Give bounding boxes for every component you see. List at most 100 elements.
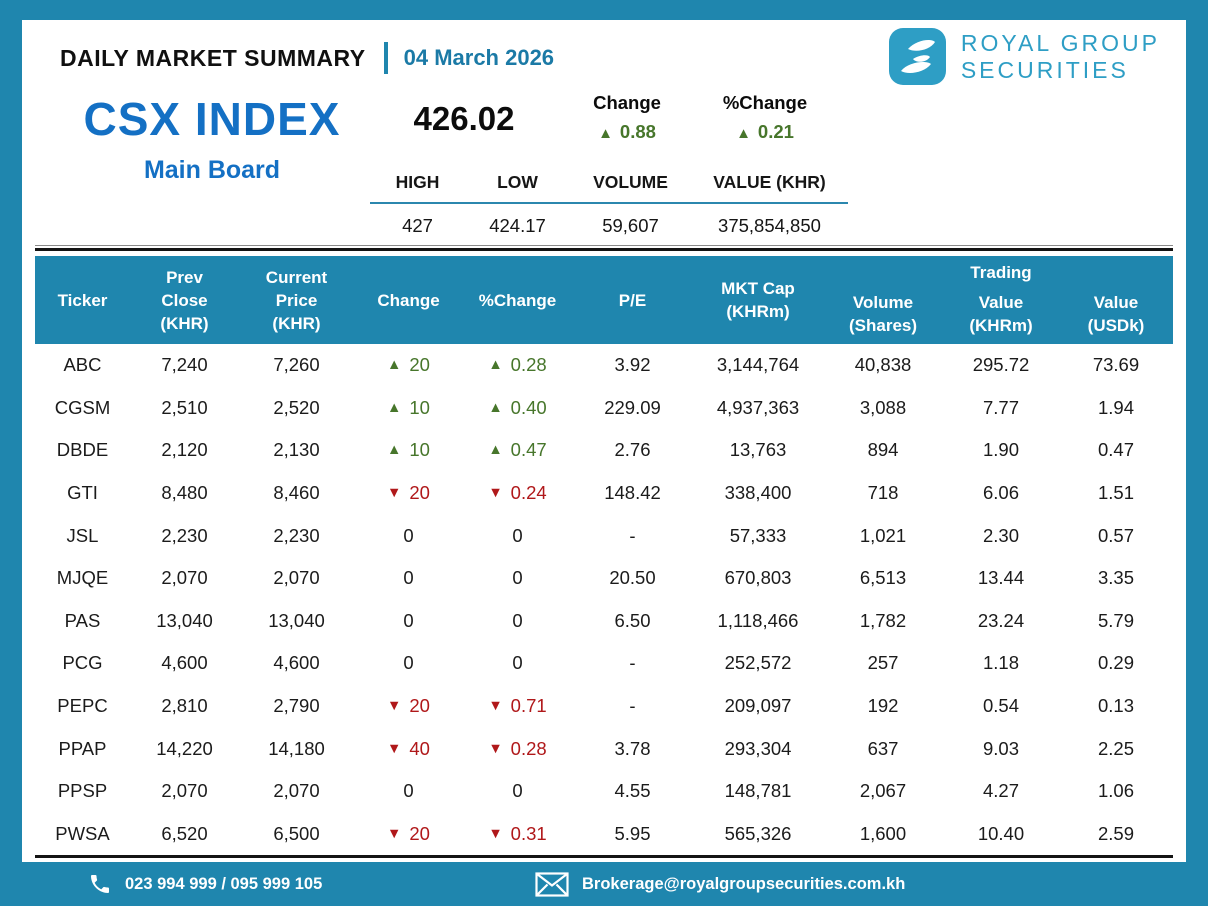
pct-change-number: 0.21 bbox=[757, 121, 794, 142]
pe-cell: 6.50 bbox=[614, 609, 651, 631]
column-header-current_price: Current Price (KHR) bbox=[239, 256, 354, 344]
column-header-line: (KHRm) bbox=[726, 302, 790, 321]
current-price-cell: 2,070 bbox=[273, 567, 320, 589]
high-header: HIGH bbox=[395, 172, 440, 192]
report-title: DAILY MARKET SUMMARY bbox=[60, 44, 366, 71]
change-cell: 0 bbox=[354, 557, 463, 600]
pe-cell: - bbox=[629, 524, 636, 546]
prev-close-cell: 2,510 bbox=[161, 396, 208, 418]
phone-contact: 023 994 999 / 095 999 105 bbox=[88, 862, 322, 906]
current-price-cell: 2,130 bbox=[273, 439, 320, 461]
value-usdk-cell: 1.51 bbox=[1097, 482, 1134, 504]
ticker-cell: JSL bbox=[66, 524, 99, 546]
trading-value-khrm-cell: 0.54 bbox=[982, 695, 1019, 717]
pct-change-cell: 0 bbox=[463, 600, 572, 643]
pe-cell: 148.42 bbox=[604, 482, 661, 504]
report-date: 04 March 2026 bbox=[403, 45, 555, 70]
volume-cell: 1,782 bbox=[859, 609, 907, 631]
table-header: Ticker Prev Close (KHR) Current Price (KHR) Cha… bbox=[35, 256, 1173, 344]
change-number: 0.28 bbox=[510, 737, 547, 759]
ticker-cell: ABC bbox=[63, 354, 102, 376]
mkt-cap-cell: 1,118,466 bbox=[717, 609, 799, 631]
current-price-cell: 8,460 bbox=[273, 482, 320, 504]
pct-change-label: %Change bbox=[722, 92, 808, 113]
trading-value-khrm-cell: 23.24 bbox=[977, 609, 1025, 631]
volume-cell: 894 bbox=[867, 439, 899, 461]
column-header-line: P/E bbox=[618, 290, 647, 310]
brand-line2: SECURITIES bbox=[960, 56, 1129, 83]
change-label: Change bbox=[593, 92, 661, 113]
section-separator bbox=[35, 245, 1173, 251]
ticker-cell: PPSP bbox=[57, 780, 108, 802]
change-number: 0.28 bbox=[510, 354, 547, 376]
mkt-cap-cell: 3,144,764 bbox=[716, 354, 800, 376]
volume-cell: 1,021 bbox=[859, 524, 907, 546]
value-usdk-cell: 1.06 bbox=[1097, 780, 1134, 802]
value-khr-header: VALUE (KHR) bbox=[713, 172, 826, 192]
trading-value-khrm-cell: 10.40 bbox=[977, 822, 1025, 844]
pct-change-cell: 0 bbox=[463, 557, 572, 600]
change-number: 0 bbox=[512, 780, 523, 802]
change-cell: ▼ 20 bbox=[354, 472, 463, 515]
column-header-line: %Change bbox=[478, 290, 557, 310]
change-number: 20 bbox=[409, 695, 430, 717]
trading-value-khrm-cell: 6.06 bbox=[982, 482, 1019, 504]
change-number: 0.71 bbox=[510, 695, 547, 717]
value-usdk-cell: 0.57 bbox=[1097, 524, 1134, 546]
column-header-prev_close: Prev Close (KHR) bbox=[130, 256, 239, 344]
column-header-trading_value_khrm: Trading Value (KHRm) bbox=[943, 256, 1059, 344]
up-triangle-icon: ▲ bbox=[488, 399, 503, 416]
email-icon bbox=[535, 871, 569, 897]
column-header-line: Trading bbox=[970, 263, 1032, 282]
pe-cell: 3.78 bbox=[614, 737, 651, 759]
change-number: 40 bbox=[409, 737, 430, 759]
low-value: 424.17 bbox=[489, 215, 546, 236]
volume-cell: 3,088 bbox=[859, 396, 907, 418]
volume-cell: 718 bbox=[867, 482, 899, 504]
email-contact[interactable]: Brokerage@royalgroupsecurities.com.kh bbox=[535, 862, 905, 906]
change-number: 0 bbox=[512, 524, 523, 546]
change-number: 0 bbox=[512, 652, 523, 674]
main-board-label: Main Board bbox=[143, 156, 281, 184]
email-address: Brokerage@royalgroupsecurities.com.kh bbox=[582, 874, 906, 893]
mkt-cap-cell: 338,400 bbox=[724, 482, 792, 504]
table-row: ABC 7,240 7,260 ▲ 20 ▲ 0.28 3.92 3,144,764 40,838… bbox=[35, 344, 1173, 387]
column-header-line: Change bbox=[377, 290, 440, 310]
index-name: CSX INDEX bbox=[83, 93, 341, 145]
volume-cell: 6,513 bbox=[859, 567, 907, 589]
column-header-pct_change: %Change bbox=[463, 256, 572, 344]
change-number: 0.24 bbox=[510, 482, 547, 504]
high-value: 427 bbox=[402, 215, 433, 236]
volume-cell: 2,067 bbox=[859, 780, 907, 802]
column-header-line: Value bbox=[978, 293, 1024, 312]
column-header-line: (Shares) bbox=[848, 316, 918, 335]
mkt-cap-cell: 252,572 bbox=[724, 652, 792, 674]
change-number: 0.40 bbox=[510, 396, 547, 418]
volume-cell: 637 bbox=[867, 737, 899, 759]
change-number: 0 bbox=[512, 609, 523, 631]
change-number: 0.88 bbox=[619, 121, 656, 142]
ticker-cell: PEPC bbox=[57, 695, 108, 717]
column-header-volume: Volume (Shares) bbox=[823, 256, 943, 344]
change-number: 0 bbox=[403, 567, 414, 589]
column-header-line: (KHR) bbox=[272, 313, 321, 333]
change-cell: ▼ 40 bbox=[354, 727, 463, 770]
column-header-line: MKT Cap bbox=[721, 279, 795, 298]
up-triangle-icon: ▲ bbox=[387, 357, 402, 374]
trading-value-khrm-cell: 9.03 bbox=[982, 737, 1019, 759]
current-price-cell: 14,180 bbox=[268, 737, 325, 759]
value-usdk-cell: 3.35 bbox=[1097, 567, 1134, 589]
up-triangle-icon: ▲ bbox=[387, 442, 402, 459]
pe-cell: - bbox=[629, 652, 636, 674]
column-header-line: Prev bbox=[166, 267, 203, 287]
column-header-line: Value bbox=[1093, 293, 1139, 312]
brand-name: ROYAL GROUP SECURITIES bbox=[961, 30, 1160, 83]
change-number: 0.31 bbox=[510, 822, 547, 844]
pct-change-cell: 0 bbox=[463, 642, 572, 685]
ticker-cell: GTI bbox=[67, 482, 98, 504]
change-number: 0 bbox=[403, 652, 414, 674]
table-row: PPSP 2,070 2,070 0 0 4.55 148,781 2,067 4.27 1.06 bbox=[35, 770, 1173, 813]
column-header-change: Change bbox=[354, 256, 463, 344]
up-triangle-icon: ▲ bbox=[387, 399, 402, 416]
